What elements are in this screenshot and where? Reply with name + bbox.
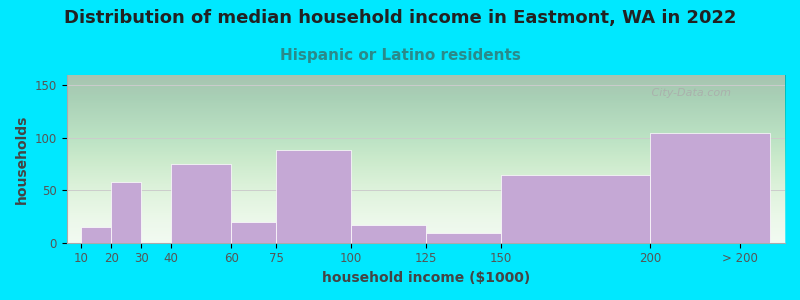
Bar <box>171 164 231 243</box>
Bar <box>231 222 276 243</box>
X-axis label: household income ($1000): household income ($1000) <box>322 271 530 285</box>
Bar <box>650 133 770 243</box>
Y-axis label: households: households <box>15 114 29 203</box>
Bar <box>351 225 426 243</box>
Bar <box>426 233 501 243</box>
Bar <box>111 182 142 243</box>
Text: Hispanic or Latino residents: Hispanic or Latino residents <box>279 48 521 63</box>
Bar <box>82 227 111 243</box>
Bar <box>501 175 650 243</box>
Bar <box>276 151 351 243</box>
Text: Distribution of median household income in Eastmont, WA in 2022: Distribution of median household income … <box>64 9 736 27</box>
Text: City-Data.com: City-Data.com <box>642 88 731 98</box>
